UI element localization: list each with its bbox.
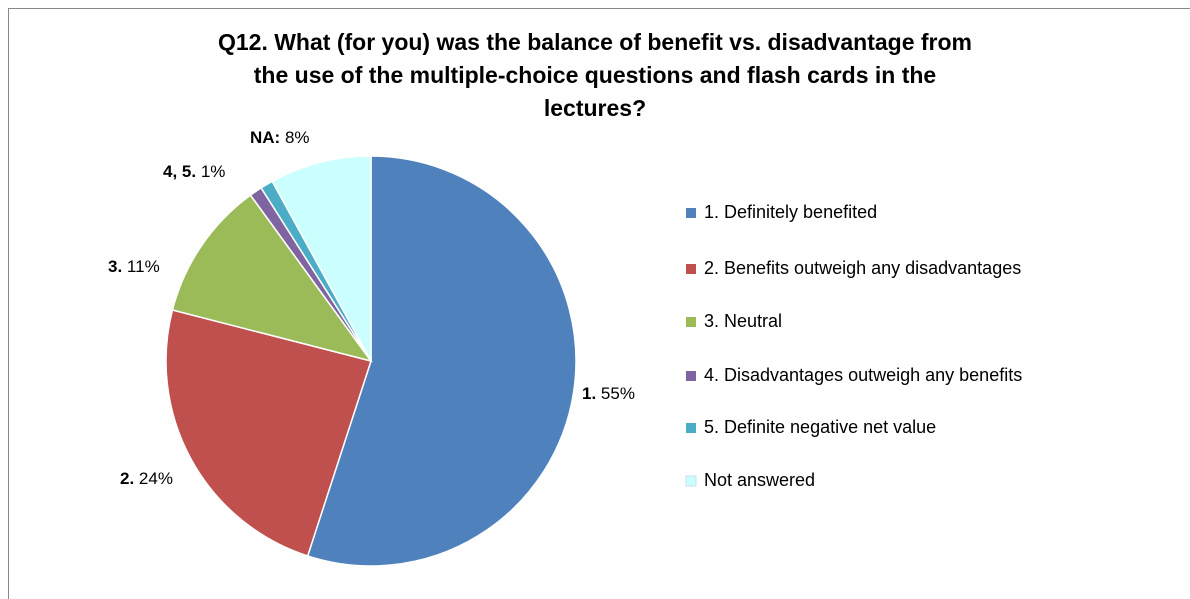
legend-label: 3. Neutral xyxy=(704,311,782,331)
legend-label: Not answered xyxy=(704,470,815,490)
legend-swatch xyxy=(685,475,697,487)
data-label-prefix: 1. xyxy=(582,384,596,403)
data-label-value: 24% xyxy=(139,469,173,488)
chart-title: lectures? xyxy=(544,95,646,121)
data-label-prefix: 4, 5. xyxy=(163,162,196,181)
chart-title: the use of the multiple-choice questions… xyxy=(254,62,936,88)
data-label-value: 8% xyxy=(285,128,310,147)
legend-swatch xyxy=(686,317,696,327)
legend-label: 2. Benefits outweigh any disadvantages xyxy=(704,258,1021,278)
data-label: 3. 11% xyxy=(108,257,160,276)
data-label-prefix: 3. xyxy=(108,257,122,276)
legend-label: 5. Definite negative net value xyxy=(704,417,936,437)
data-label-value: 55% xyxy=(601,384,635,403)
data-label: 4, 5. 1% xyxy=(163,162,225,181)
data-label: NA: 8% xyxy=(250,128,310,147)
data-label: 1. 55% xyxy=(582,384,635,403)
legend-swatch xyxy=(686,208,696,218)
pie-slice xyxy=(171,194,373,363)
pie-slice xyxy=(165,309,372,557)
legend-label: 4. Disadvantages outweigh any benefits xyxy=(704,365,1022,385)
data-label-value: 1% xyxy=(201,162,226,181)
data-label-prefix: 2. xyxy=(120,469,134,488)
data-label-prefix: NA: xyxy=(250,128,280,147)
chart-title: Q12. What (for you) was the balance of b… xyxy=(218,29,972,55)
legend-label: 1. Definitely benefited xyxy=(704,202,877,222)
data-label: 2. 24% xyxy=(120,469,173,488)
data-label-value: 11% xyxy=(127,257,160,276)
pie-slice xyxy=(271,155,372,362)
pie-slice xyxy=(306,155,577,567)
legend-swatch xyxy=(686,423,696,433)
legend-swatch xyxy=(686,371,696,381)
legend-swatch xyxy=(686,264,696,274)
